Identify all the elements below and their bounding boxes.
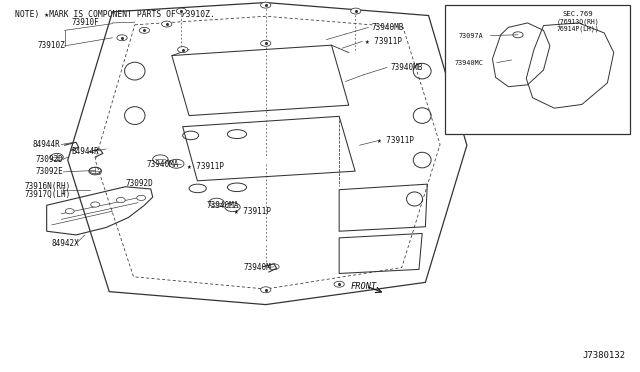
Circle shape: [260, 2, 271, 8]
Circle shape: [177, 46, 188, 52]
Circle shape: [260, 287, 271, 293]
Text: ★ 73911P: ★ 73911P: [234, 208, 271, 217]
Text: 73940M: 73940M: [243, 263, 271, 272]
Text: 73940MA: 73940MA: [206, 201, 239, 210]
Text: 73092D: 73092D: [36, 155, 63, 164]
Text: (76913Q(RH): (76913Q(RH): [557, 18, 599, 25]
Text: 73092D: 73092D: [125, 179, 153, 187]
Text: 84944R: 84944R: [33, 140, 60, 149]
Text: FRONT: FRONT: [351, 282, 377, 291]
Circle shape: [351, 8, 361, 14]
Text: 73097A: 73097A: [459, 32, 483, 39]
Circle shape: [176, 8, 186, 14]
Text: 73092E: 73092E: [36, 167, 63, 176]
Text: 73910Z: 73910Z: [38, 41, 65, 51]
Circle shape: [260, 40, 271, 46]
Circle shape: [162, 21, 172, 27]
Text: ★ 73911P: ★ 73911P: [187, 162, 224, 171]
Circle shape: [65, 209, 74, 214]
Text: 73940MA: 73940MA: [147, 160, 179, 169]
Text: 73917Q(LH): 73917Q(LH): [25, 190, 71, 199]
Text: ★ 73911P: ★ 73911P: [365, 37, 402, 46]
Text: NOTE) ★MARK IS COMPONENT PARTS OF 73910Z.: NOTE) ★MARK IS COMPONENT PARTS OF 73910Z…: [15, 10, 214, 19]
Text: J7380132: J7380132: [582, 351, 625, 360]
Text: 73910F: 73910F: [72, 19, 100, 28]
Text: 73916N(RH): 73916N(RH): [25, 182, 71, 191]
Text: B4944R: B4944R: [71, 147, 99, 155]
Text: 73940MC: 73940MC: [454, 60, 483, 65]
Circle shape: [140, 28, 150, 33]
Circle shape: [91, 202, 100, 207]
Circle shape: [116, 198, 125, 203]
Circle shape: [137, 195, 146, 201]
Circle shape: [117, 35, 127, 41]
Text: 73940MB: 73940MB: [371, 23, 403, 32]
Bar: [445, 5, 630, 134]
Text: 73940MB: 73940MB: [390, 63, 422, 72]
Text: ★ 73911P: ★ 73911P: [378, 136, 415, 145]
Text: 84942X: 84942X: [52, 239, 79, 248]
Circle shape: [334, 281, 344, 287]
Text: 76914P(LH)): 76914P(LH)): [557, 26, 599, 32]
Text: SEC.769: SEC.769: [563, 11, 593, 17]
